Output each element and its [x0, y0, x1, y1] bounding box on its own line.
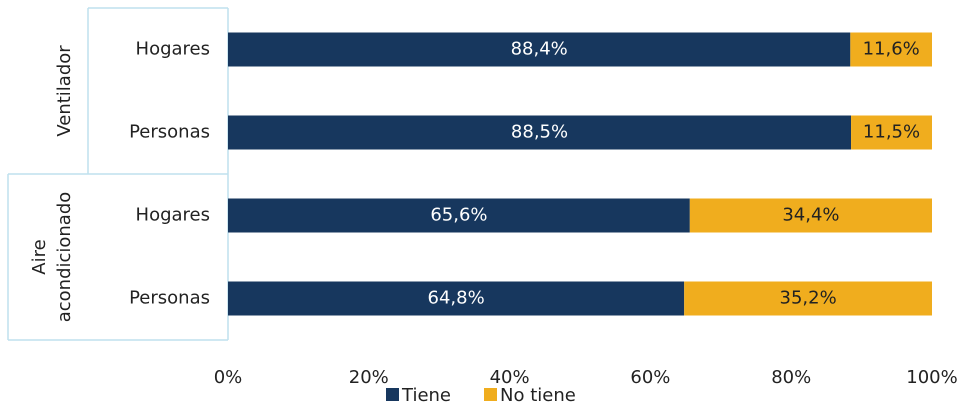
x-tick-label: 100%	[906, 367, 957, 388]
x-tick-label: 20%	[349, 367, 389, 388]
value-label: 11,6%	[863, 39, 920, 60]
group-label: Aire acondicionado	[29, 192, 75, 323]
category-label: Personas	[129, 122, 210, 143]
bar-segment	[850, 32, 932, 67]
x-tick-label: 40%	[490, 367, 530, 388]
x-tick-label: 80%	[771, 367, 811, 388]
category-label: Personas	[129, 288, 210, 309]
x-tick-label: 60%	[630, 367, 670, 388]
value-label: 88,4%	[511, 39, 568, 60]
legend-swatch	[484, 388, 497, 401]
value-label: 64,8%	[428, 288, 485, 309]
x-tick-label: 0%	[214, 367, 243, 388]
bar-segment	[228, 281, 685, 316]
legend-label: No tiene	[500, 385, 576, 406]
value-label: 65,6%	[430, 205, 487, 226]
value-label: 11,5%	[863, 122, 920, 143]
bar-segment	[228, 198, 690, 233]
legend-swatch	[386, 388, 399, 401]
value-label: 88,5%	[511, 122, 568, 143]
legend-label: Tiene	[401, 385, 451, 406]
bar-segment	[684, 281, 932, 316]
bar-segment	[228, 32, 851, 67]
value-label: 34,4%	[782, 205, 839, 226]
category-label: Hogares	[136, 39, 210, 60]
group-label: Ventilador	[54, 45, 75, 137]
value-label: 35,2%	[780, 288, 837, 309]
bar-segment	[851, 115, 932, 150]
category-label: Hogares	[136, 205, 210, 226]
bar-segment	[228, 115, 852, 150]
bar-segment	[689, 198, 932, 233]
